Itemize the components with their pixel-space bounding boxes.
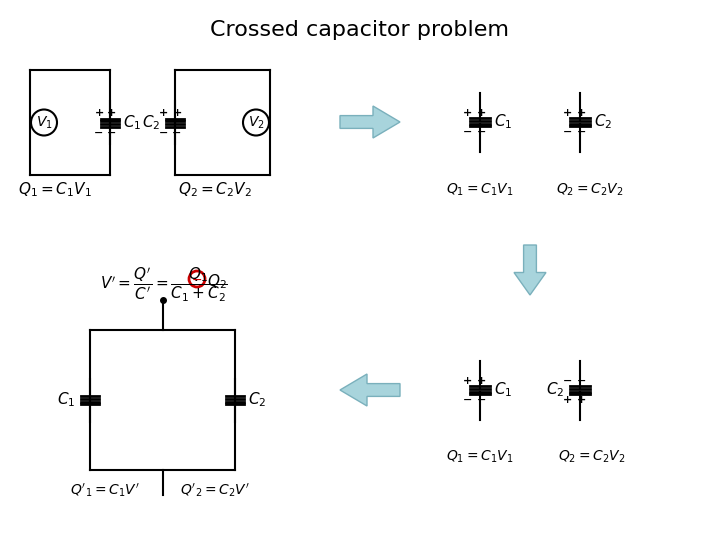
Text: +: + [107,109,117,118]
Text: $Q_1 = C_1 V_1$: $Q_1 = C_1 V_1$ [18,181,92,199]
Polygon shape [514,245,546,295]
Text: −: − [477,395,487,405]
Text: $V_1$: $V_1$ [35,114,53,131]
Text: +: + [464,376,472,386]
Text: −: − [463,395,473,405]
Text: −: − [577,376,587,386]
Text: −: − [577,127,587,137]
Text: −: − [172,127,181,138]
Polygon shape [340,106,400,138]
Text: −: − [477,127,487,137]
Text: $Q'_2 = C_2 V'$: $Q'_2 = C_2 V'$ [180,481,250,499]
Text: −: − [463,127,473,137]
Text: $C_2$: $C_2$ [248,390,266,409]
Text: $Q'_1 = C_1 V'$: $Q'_1 = C_1 V'$ [70,481,140,499]
Text: −: − [107,127,117,138]
Text: −: − [563,127,572,137]
Text: $V' = \dfrac{Q'}{C'} = \dfrac{Q_1}{C_1 + C_2}$: $V' = \dfrac{Q'}{C'} = \dfrac{Q_1}{C_1 +… [100,266,228,304]
Text: $Q_2 = C_2 V_2$: $Q_2 = C_2 V_2$ [178,181,252,199]
Text: $C_2$: $C_2$ [546,381,564,400]
Text: $-$: $-$ [192,273,202,286]
Text: $C_2$: $C_2$ [594,113,612,131]
Text: $C_2$: $C_2$ [142,113,160,132]
Text: +: + [172,109,181,118]
Text: $C_1$: $C_1$ [494,113,513,131]
Text: +: + [159,109,168,118]
Text: $Q_2 = C_2 V_2$: $Q_2 = C_2 V_2$ [558,449,626,465]
Text: +: + [477,108,487,118]
Text: +: + [464,108,472,118]
Text: $C_1$: $C_1$ [494,381,513,400]
Text: −: − [94,127,104,138]
Text: $Q_1 = C_1 V_1$: $Q_1 = C_1 V_1$ [446,182,514,198]
Text: +: + [563,108,572,118]
Text: +: + [577,395,587,405]
Text: Crossed capacitor problem: Crossed capacitor problem [210,20,510,40]
Text: $Q_1 = C_1 V_1$: $Q_1 = C_1 V_1$ [446,449,514,465]
Text: $C_1$: $C_1$ [123,113,141,132]
Text: +: + [94,109,104,118]
Text: $C_1$: $C_1$ [57,390,75,409]
Text: +: + [577,108,587,118]
Text: $Q_2 = C_2 V_2$: $Q_2 = C_2 V_2$ [557,182,624,198]
Text: $V_2$: $V_2$ [248,114,264,131]
Text: +: + [477,376,487,386]
Text: −: − [563,376,572,386]
Text: +: + [563,395,572,405]
Polygon shape [340,374,400,406]
Text: $Q_2$: $Q_2$ [207,273,227,292]
Text: −: − [159,127,168,138]
